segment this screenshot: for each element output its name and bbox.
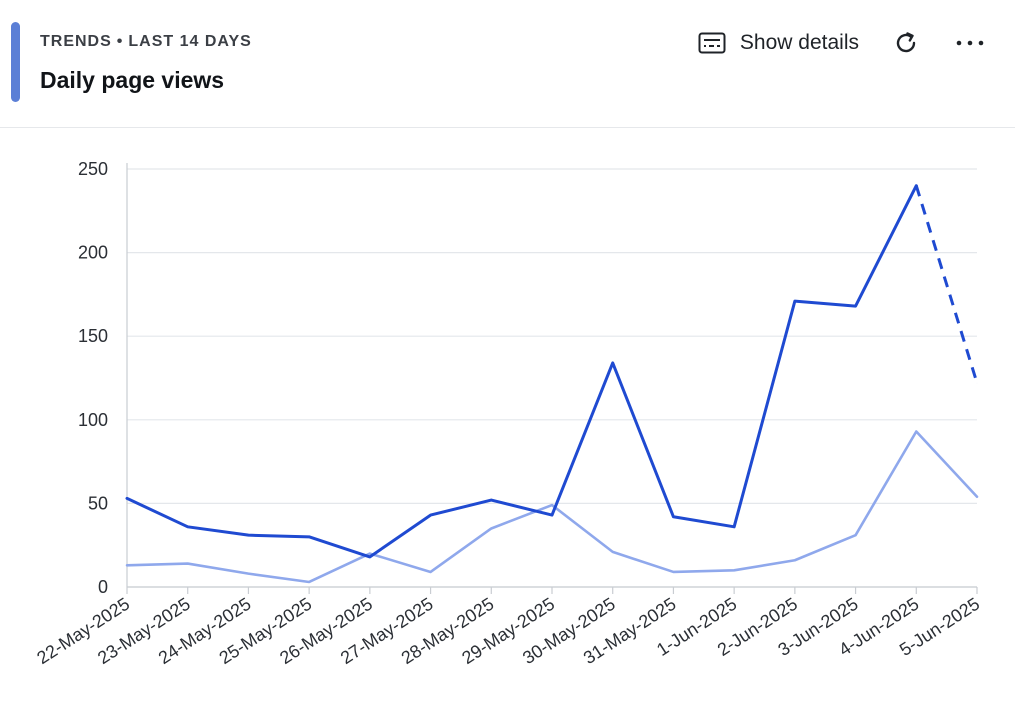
y-tick-label: 200 — [78, 243, 108, 263]
accent-bar — [11, 22, 20, 102]
series-1-line — [125, 184, 918, 559]
y-tick-label: 150 — [78, 326, 108, 346]
series-2-line — [125, 430, 979, 584]
eyebrow-category: TRENDS — [40, 33, 112, 50]
eyebrow-separator: • — [116, 33, 124, 50]
eyebrow-range: LAST 14 DAYS — [128, 33, 252, 50]
y-tick-label: 100 — [78, 410, 108, 430]
show-details-button[interactable]: Show details — [698, 31, 859, 55]
card-eyebrow: TRENDS • LAST 14 DAYS — [40, 33, 252, 51]
card-header: TRENDS • LAST 14 DAYS Daily page views Sho… — [0, 0, 1015, 128]
more-horizontal-icon[interactable] — [955, 30, 985, 56]
line-chart: 05010015020025022-May-202523-May-202524-… — [33, 159, 983, 668]
series-1-projection-line — [914, 185, 979, 384]
y-tick-label: 250 — [78, 159, 108, 179]
card-toolbar: Show details — [698, 26, 985, 60]
refresh-icon[interactable] — [893, 30, 919, 56]
show-details-label: Show details — [739, 31, 859, 54]
card-title: Daily page views — [40, 67, 225, 93]
y-tick-label: 0 — [98, 577, 108, 597]
y-tick-label: 50 — [88, 493, 108, 513]
details-card-icon — [698, 32, 726, 54]
